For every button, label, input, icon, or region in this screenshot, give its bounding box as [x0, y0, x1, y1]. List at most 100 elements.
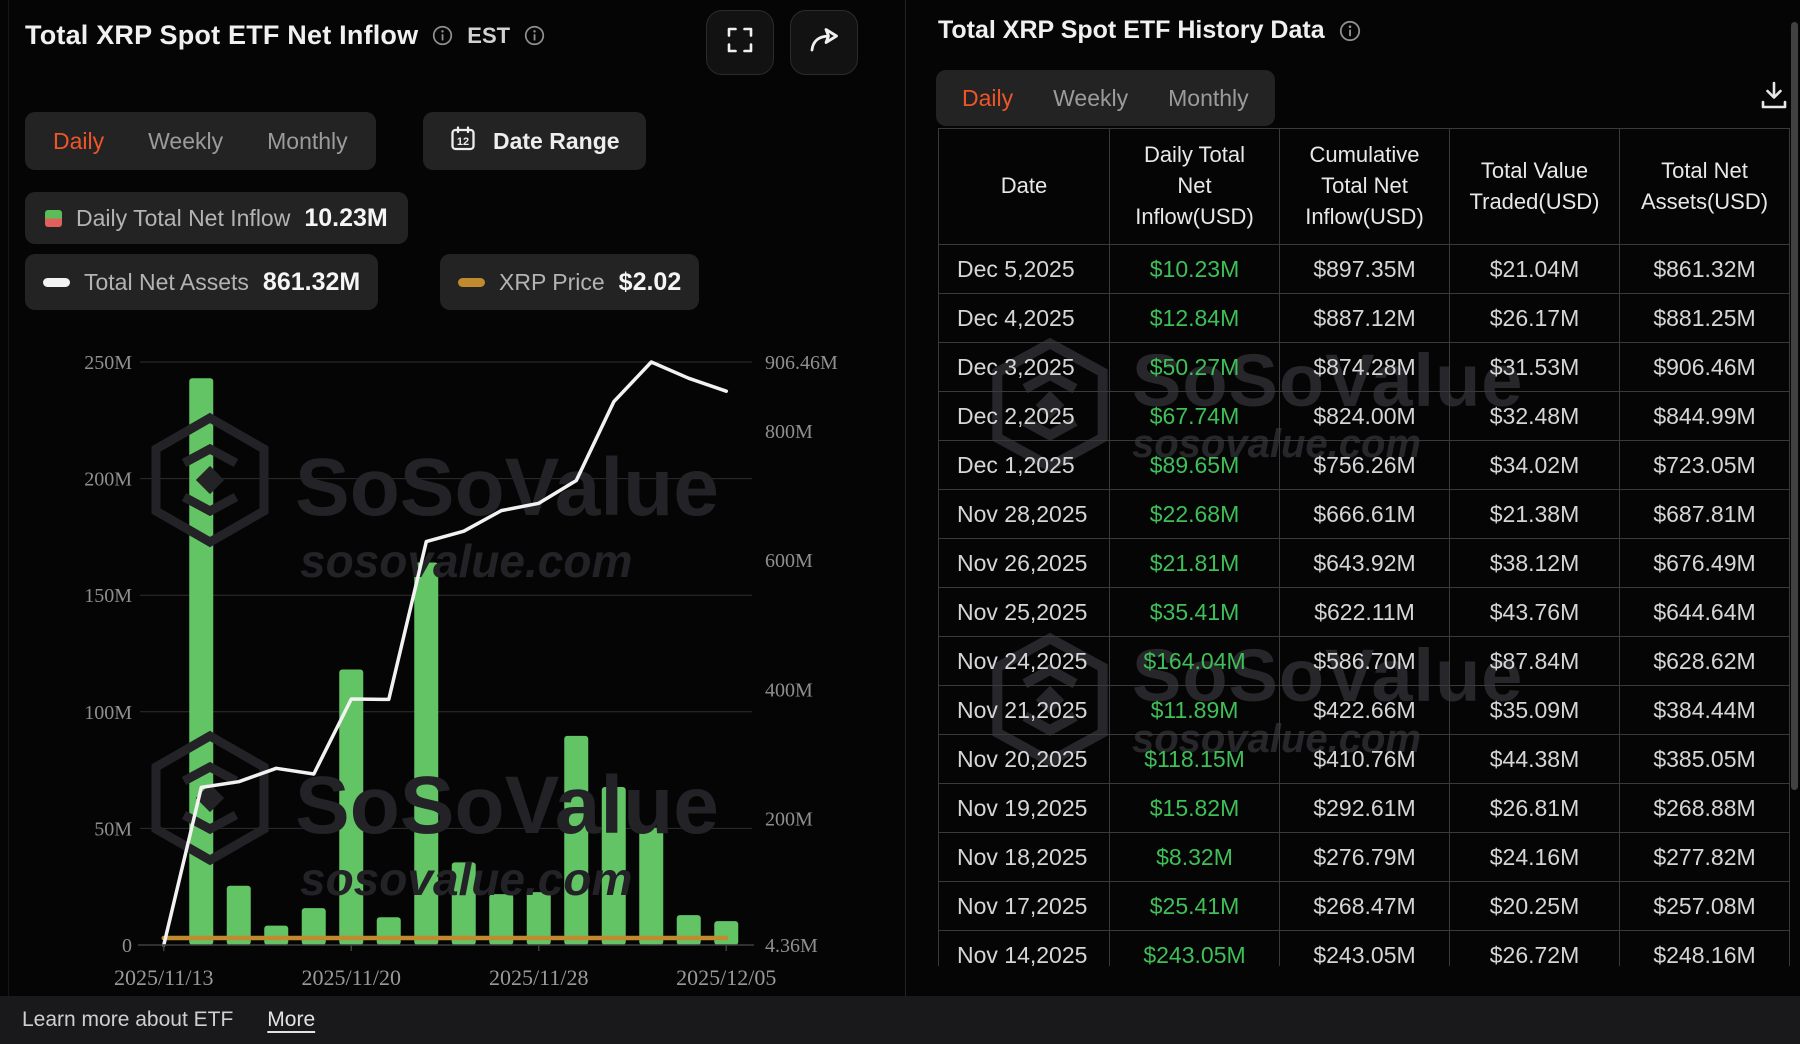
table-row: Nov 14,2025 $243.05M $243.05M $26.72M $248.1…: [938, 931, 1790, 966]
net-inflow-chart-panel: Total XRP Spot ETF Net Inflow EST: [0, 0, 905, 996]
cell-value: $586.70M: [1280, 637, 1450, 686]
net-inflow-chart-canvas[interactable]: 250M 200M 150M 100M 50M 0 906.46M 800M 600M 400M 2…: [0, 330, 905, 996]
info-icon[interactable]: [524, 25, 545, 46]
cell-value: $44.38M: [1450, 735, 1620, 784]
table-row: Nov 18,2025 $8.32M $276.79M $24.16M $277.82M: [938, 833, 1790, 882]
download-icon: [1759, 80, 1789, 117]
cell-value: $10.23M: [1110, 245, 1280, 294]
date-range-button[interactable]: 12 Date Range: [423, 112, 646, 170]
cell-value: $11.89M: [1110, 686, 1280, 735]
tab-daily[interactable]: Daily: [53, 127, 105, 154]
column-header: Total Value Traded(USD): [1450, 129, 1620, 245]
svg-text:600M: 600M: [765, 550, 813, 572]
cell-value: $32.48M: [1450, 392, 1620, 441]
svg-text:SoSoValue: SoSoValue: [295, 760, 719, 851]
cell-value: $385.05M: [1620, 735, 1790, 784]
svg-text:100M: 100M: [84, 702, 132, 724]
cell-value: $20.25M: [1450, 882, 1620, 931]
svg-text:2025/11/28: 2025/11/28: [489, 965, 588, 990]
download-button[interactable]: [1754, 78, 1794, 118]
cell-date: Nov 21,2025: [938, 686, 1110, 735]
cell-value: $118.15M: [1110, 735, 1280, 784]
cell-value: $410.76M: [1280, 735, 1450, 784]
svg-text:4.36M: 4.36M: [765, 935, 818, 957]
svg-text:200M: 200M: [765, 809, 813, 831]
legend-total-net-assets[interactable]: Total Net Assets 861.32M: [25, 254, 379, 310]
cell-value: $824.00M: [1280, 392, 1450, 441]
cell-date: Nov 26,2025: [938, 539, 1110, 588]
learn-more-text: Learn more about ETF: [22, 1008, 234, 1031]
cell-value: $89.65M: [1110, 441, 1280, 490]
fullscreen-button[interactable]: [706, 10, 774, 75]
table-row: Nov 28,2025 $22.68M $666.61M $21.38M $687.81…: [938, 490, 1790, 539]
legend-label: Total Net Assets: [84, 268, 249, 295]
cell-value: $164.04M: [1110, 637, 1280, 686]
svg-text:200M: 200M: [84, 469, 132, 491]
cell-value: $243.05M: [1110, 931, 1280, 966]
column-header: Total Net Assets(USD): [1620, 129, 1790, 245]
svg-text:400M: 400M: [765, 679, 813, 701]
chart-interval-tabs: Daily Weekly Monthly: [25, 112, 376, 170]
svg-text:50M: 50M: [94, 818, 132, 840]
panel-divider: [905, 0, 906, 996]
cell-value: $628.62M: [1620, 637, 1790, 686]
tab-daily[interactable]: Daily: [962, 84, 1014, 111]
history-table-container: SoSoValue sosovalue.com SoSoValue sosova…: [938, 128, 1790, 966]
cell-date: Nov 17,2025: [938, 882, 1110, 931]
table-row: Nov 26,2025 $21.81M $643.92M $38.12M $676.49…: [938, 539, 1790, 588]
cell-value: $21.81M: [1110, 539, 1280, 588]
svg-text:2025/11/13: 2025/11/13: [114, 965, 213, 990]
cell-value: $666.61M: [1280, 490, 1450, 539]
cell-value: $643.92M: [1280, 539, 1450, 588]
table-interval-tabs: Daily Weekly Monthly: [936, 70, 1275, 126]
cell-value: $292.61M: [1280, 784, 1450, 833]
cell-value: $844.99M: [1620, 392, 1790, 441]
cell-value: $257.08M: [1620, 882, 1790, 931]
svg-text:2025/12/05: 2025/12/05: [676, 965, 776, 990]
cell-value: $723.05M: [1620, 441, 1790, 490]
cell-value: $277.82M: [1620, 833, 1790, 882]
cell-value: $874.28M: [1280, 343, 1450, 392]
info-icon[interactable]: [432, 25, 453, 46]
cell-value: $248.16M: [1620, 931, 1790, 966]
cell-value: $38.12M: [1450, 539, 1620, 588]
legend-xrp-price[interactable]: XRP Price $2.02: [440, 254, 700, 310]
svg-text:12: 12: [457, 136, 469, 148]
cell-date: Nov 19,2025: [938, 784, 1110, 833]
legend-label: Daily Total Net Inflow: [76, 204, 291, 231]
more-link[interactable]: More: [267, 1008, 316, 1031]
tab-weekly[interactable]: Weekly: [148, 127, 224, 154]
svg-text:800M: 800M: [765, 421, 813, 443]
tab-monthly[interactable]: Monthly: [267, 127, 348, 154]
table-header-row: Date Daily Total Net Inflow(USD) Cumulativ…: [938, 129, 1790, 245]
share-button[interactable]: [790, 10, 858, 75]
share-icon: [808, 25, 840, 60]
legend-label: XRP Price: [499, 268, 605, 295]
tab-monthly[interactable]: Monthly: [1168, 84, 1249, 111]
cell-value: $687.81M: [1620, 490, 1790, 539]
cell-value: $67.74M: [1110, 392, 1280, 441]
cell-value: $887.12M: [1280, 294, 1450, 343]
table-scrollbar-thumb[interactable]: [1791, 22, 1798, 790]
chart-panel-header: Total XRP Spot ETF Net Inflow EST: [25, 20, 545, 51]
table-row: Dec 1,2025 $89.65M $756.26M $34.02M $723.05M: [938, 441, 1790, 490]
info-icon[interactable]: [1339, 20, 1360, 42]
page-edge-line: [8, 0, 9, 996]
tab-weekly[interactable]: Weekly: [1053, 84, 1129, 111]
fullscreen-icon: [725, 25, 755, 60]
cell-date: Nov 28,2025: [938, 490, 1110, 539]
history-table: Date Daily Total Net Inflow(USD) Cumulativ…: [938, 128, 1790, 966]
legend-daily-net-inflow[interactable]: Daily Total Net Inflow 10.23M: [25, 192, 408, 244]
legend-value: 861.32M: [262, 267, 361, 296]
table-row: Dec 3,2025 $50.27M $874.28M $31.53M $906.46M: [938, 343, 1790, 392]
svg-text:250M: 250M: [84, 352, 132, 374]
date-range-label: Date Range: [493, 127, 620, 154]
gold-line-icon: [458, 277, 485, 287]
cell-value: $881.25M: [1620, 294, 1790, 343]
svg-text:2025/11/20: 2025/11/20: [302, 965, 401, 990]
cell-value: $897.35M: [1280, 245, 1450, 294]
footer-bar: Learn more about ETF More: [0, 996, 1800, 1044]
cell-value: $243.05M: [1280, 931, 1450, 966]
cell-value: $26.17M: [1450, 294, 1620, 343]
